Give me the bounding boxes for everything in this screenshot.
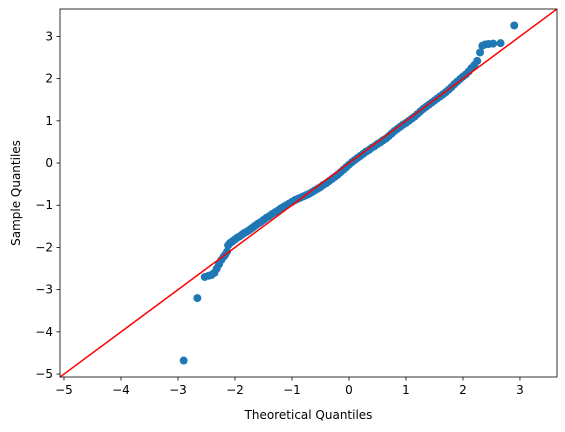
x-tick-label: −1 [283,383,301,397]
x-tick-label: 1 [402,383,410,397]
y-tick-label: 3 [45,29,53,43]
data-point [193,294,202,303]
plot-area-frame [59,8,558,378]
data-point [179,356,188,365]
x-tick-label: 2 [459,383,467,397]
y-tick-label: −3 [35,283,53,297]
data-point [510,21,519,30]
y-tick-label: −1 [35,198,53,212]
data-point [489,39,498,48]
x-tick-label: −4 [112,383,130,397]
y-axis-label: Sample Quantiles [9,140,23,246]
data-point [223,247,231,256]
x-tick-label: −2 [226,383,244,397]
x-axis-ticks: −5 −4 −3 −2 −1 0 1 2 3 [55,377,524,397]
x-tick-label: −3 [169,383,187,397]
x-tick-label: 0 [345,383,353,397]
y-tick-label: −5 [35,367,53,381]
data-point [473,56,482,65]
data-point [496,39,505,48]
y-tick-label: 0 [45,156,53,170]
y-tick-label: 2 [45,72,53,86]
reference-line [60,9,557,377]
x-tick-label: −5 [55,383,73,397]
y-tick-label: −2 [35,240,53,254]
reference-line-group [60,9,557,377]
y-tick-label: 1 [45,114,53,128]
y-tick-label: −4 [35,325,53,339]
data-point [476,48,485,57]
y-axis-ticks: −5 −4 −3 −2 −1 0 1 2 3 [35,29,60,381]
x-tick-label: 3 [516,383,524,397]
x-axis-label: Theoretical Quantiles [244,408,373,422]
